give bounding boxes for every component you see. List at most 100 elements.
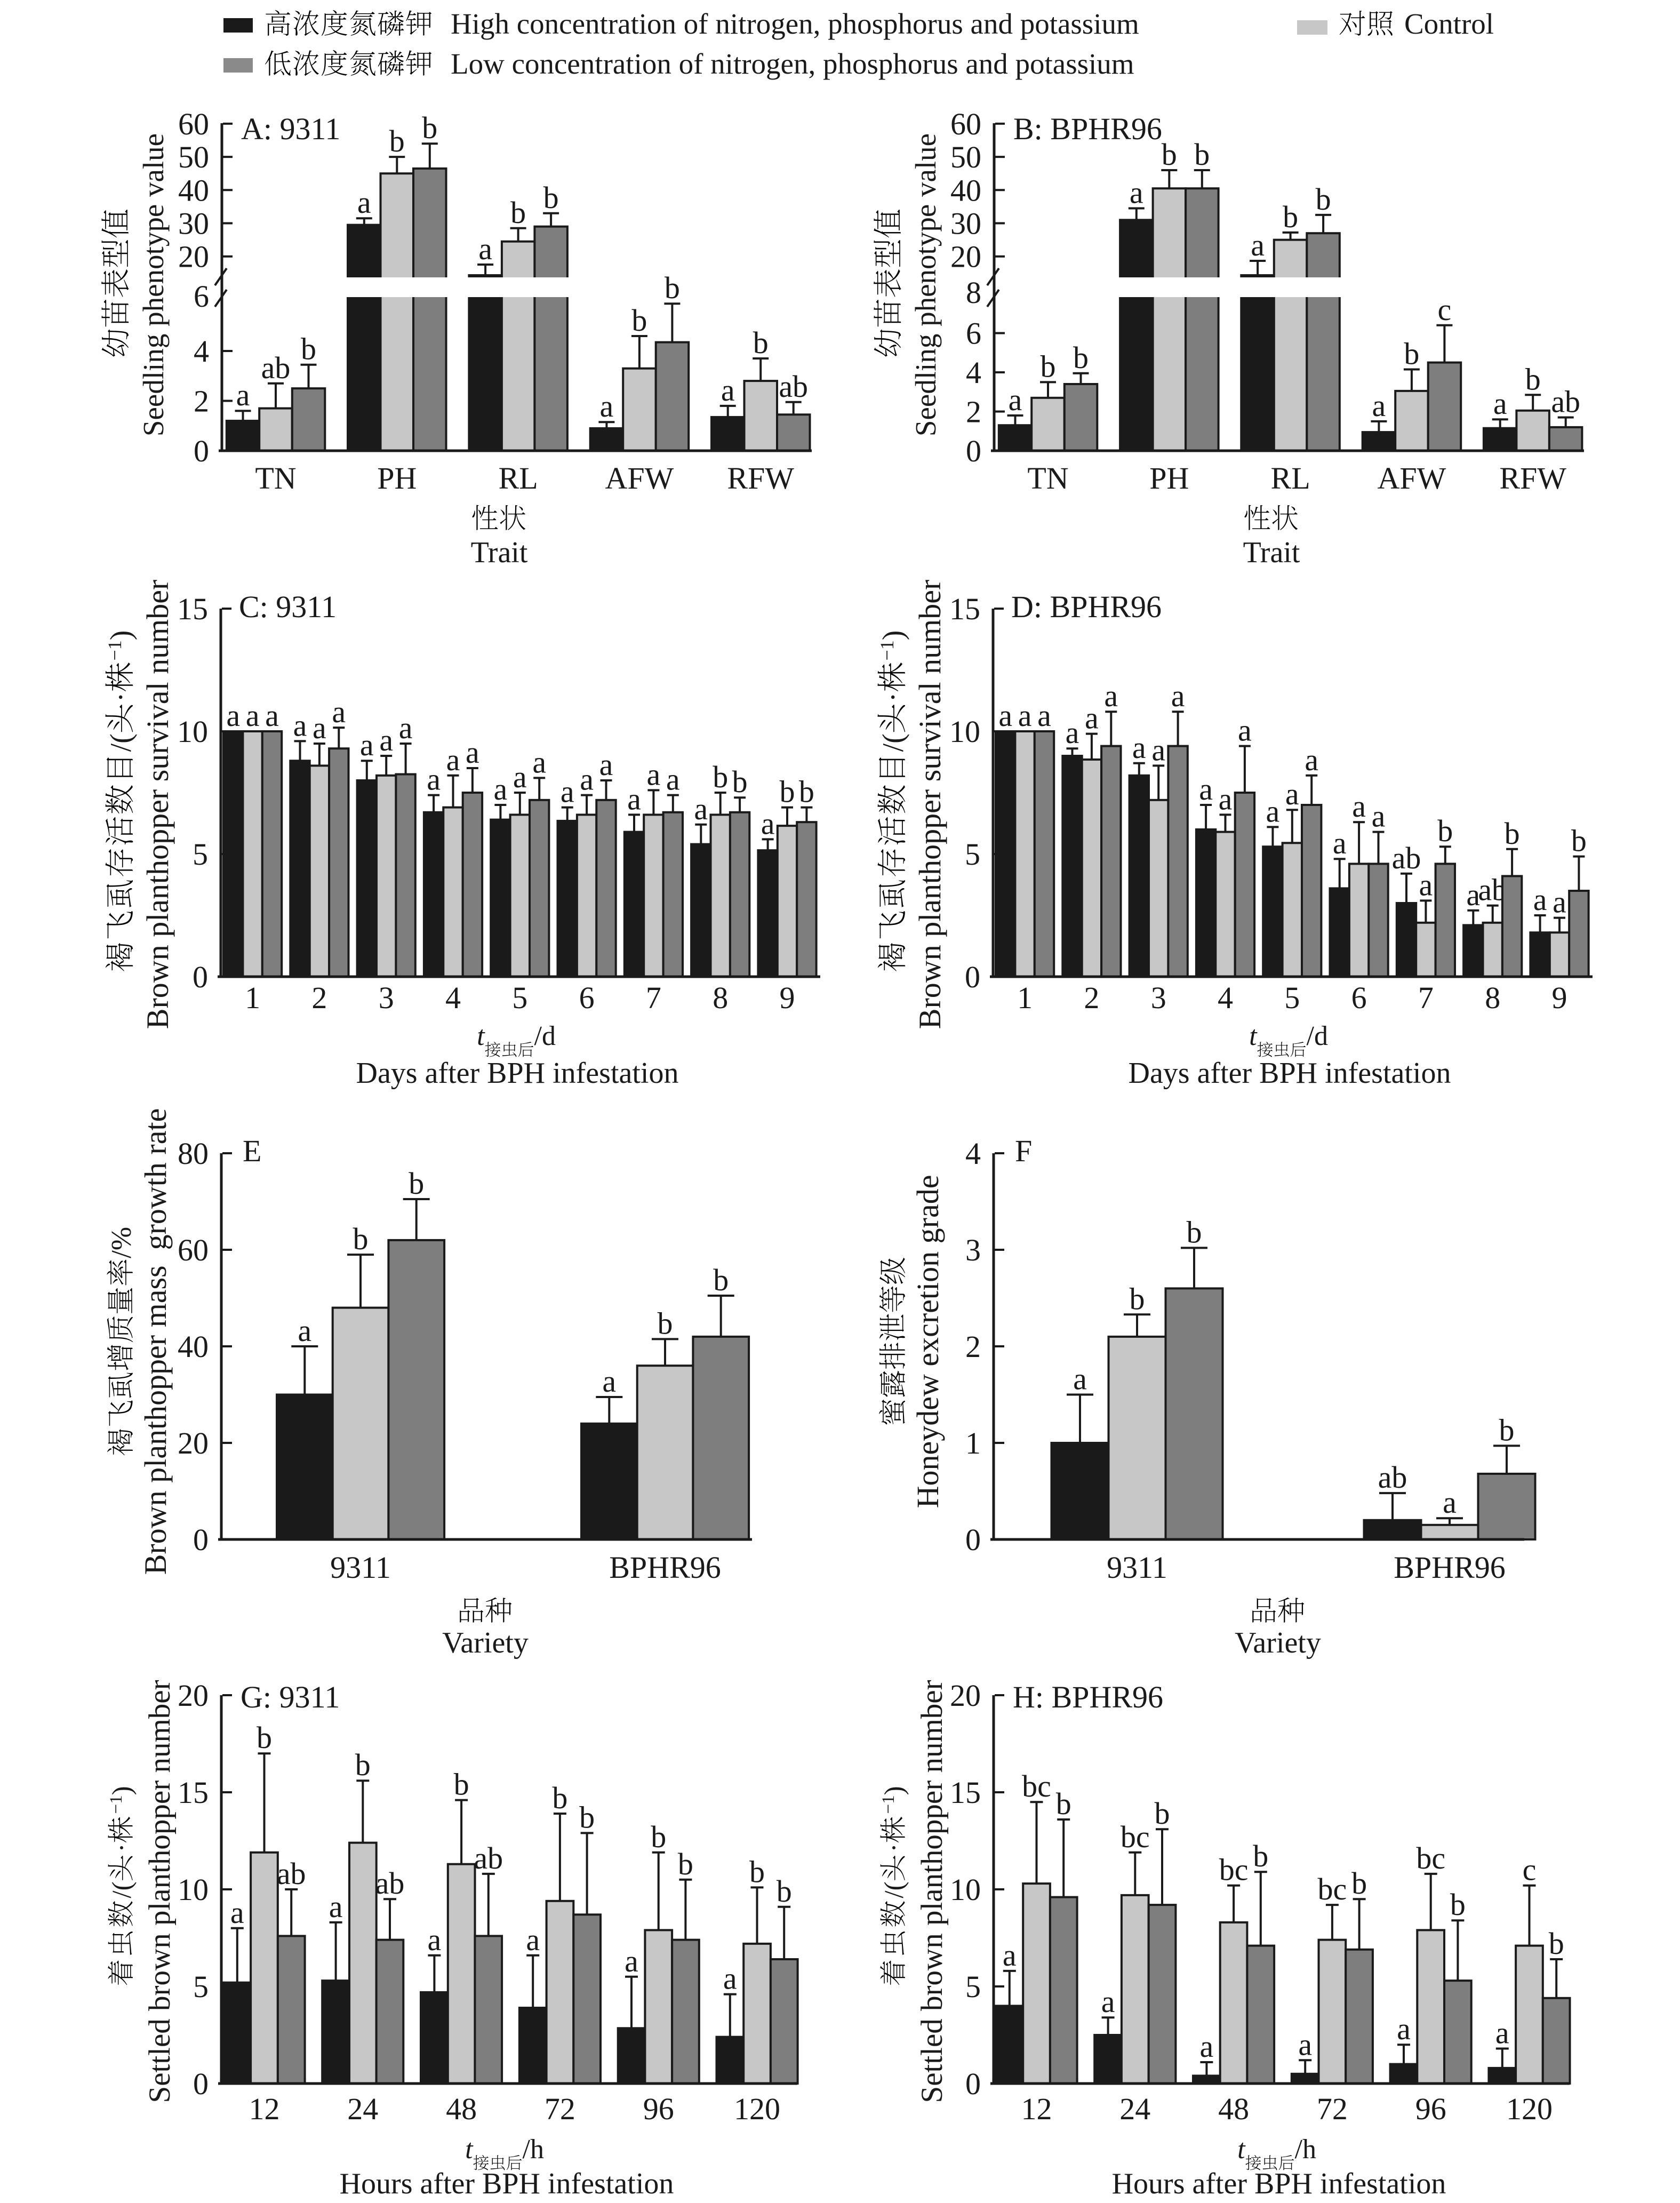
svg-text:b: b	[1073, 340, 1089, 375]
svg-text:b: b	[1437, 813, 1453, 848]
svg-text:ab: ab	[375, 1866, 405, 1901]
svg-text:96: 96	[1415, 2092, 1446, 2126]
svg-text:a: a	[625, 1944, 638, 1978]
svg-text:a: a	[446, 743, 460, 777]
svg-text:a: a	[478, 232, 492, 266]
svg-text:a: a	[513, 760, 527, 794]
svg-text:b: b	[1283, 199, 1298, 234]
svg-text:15: 15	[949, 592, 980, 626]
svg-text:60: 60	[950, 107, 981, 141]
svg-text:a: a	[1151, 732, 1165, 767]
svg-text:AFW: AFW	[605, 461, 674, 496]
svg-text:PH: PH	[1149, 461, 1189, 496]
svg-text:−1: −1	[107, 1795, 126, 1814]
svg-text:a: a	[561, 775, 574, 809]
svg-text:b: b	[665, 270, 680, 305]
svg-text:·: ·	[105, 692, 138, 703]
svg-text:10: 10	[950, 1872, 981, 1907]
svg-text:a: a	[1200, 2029, 1214, 2064]
svg-text:Days after BPH infestation: Days after BPH infestation	[1129, 1057, 1451, 1090]
svg-text:30: 30	[950, 206, 981, 241]
svg-text:): )	[105, 630, 138, 641]
svg-text:Days after BPH infestation: Days after BPH infestation	[356, 1057, 679, 1090]
svg-text:b: b	[1571, 824, 1587, 858]
svg-text:b: b	[732, 764, 748, 799]
svg-text:a: a	[298, 1313, 311, 1348]
svg-text:40: 40	[178, 173, 209, 207]
svg-text:a: a	[1073, 1362, 1087, 1396]
svg-text:PH: PH	[377, 461, 417, 496]
svg-text:b: b	[780, 775, 795, 809]
svg-text:a: a	[293, 708, 307, 743]
svg-text:b: b	[1253, 1839, 1268, 1873]
svg-text:a: a	[1372, 388, 1386, 423]
svg-text:b: b	[713, 1263, 729, 1297]
svg-text:b: b	[422, 110, 437, 145]
svg-text:a: a	[246, 698, 260, 733]
svg-text:b: b	[1549, 1926, 1564, 1961]
svg-text:b: b	[1130, 1281, 1145, 1316]
svg-text:a: a	[357, 185, 371, 220]
svg-text:a: a	[1003, 1938, 1017, 1973]
svg-text:a: a	[526, 1922, 540, 1957]
svg-text:4: 4	[965, 1136, 981, 1171]
svg-text:H: BPHR96: H: BPHR96	[1013, 1680, 1163, 1714]
svg-text:Variety: Variety	[1235, 1626, 1321, 1659]
svg-text:7: 7	[1418, 980, 1434, 1015]
svg-text:0: 0	[193, 2066, 209, 2101]
svg-text:Brown planthopper survival num: Brown planthopper survival number	[913, 580, 947, 1029]
svg-text:Hours after BPH infestation: Hours after BPH infestation	[340, 2167, 674, 2200]
svg-text:b: b	[389, 124, 405, 158]
svg-text:): )	[879, 1786, 909, 1795]
svg-text:a: a	[1037, 698, 1051, 733]
svg-text:a: a	[666, 762, 680, 797]
svg-text:15: 15	[177, 592, 208, 626]
svg-text:3: 3	[965, 1233, 981, 1267]
svg-text:b: b	[257, 1720, 272, 1755]
svg-text:2: 2	[1084, 980, 1099, 1015]
svg-text:−1: −1	[104, 640, 125, 660]
svg-text:bc: bc	[1121, 1819, 1150, 1854]
svg-text:2: 2	[311, 980, 327, 1015]
svg-text:72: 72	[545, 2092, 575, 2126]
svg-text:ab: ab	[1551, 385, 1580, 419]
svg-text:a: a	[236, 378, 250, 412]
svg-text:3: 3	[1151, 980, 1166, 1015]
svg-text:bc: bc	[1219, 1853, 1249, 1887]
svg-text:a: a	[332, 695, 346, 729]
svg-text:Brown planthopper survival num: Brown planthopper survival number	[140, 580, 175, 1029]
svg-text:·: ·	[877, 692, 910, 703]
svg-text:72: 72	[1317, 2092, 1348, 2126]
svg-text:1: 1	[1017, 980, 1033, 1015]
svg-text:a: a	[647, 757, 661, 792]
svg-text:20: 20	[950, 240, 981, 274]
svg-text:a: a	[1493, 386, 1507, 421]
svg-text:a: a	[998, 698, 1012, 733]
svg-text:a: a	[1238, 713, 1252, 748]
svg-text:−1: −1	[876, 640, 898, 660]
svg-text:1: 1	[245, 980, 260, 1015]
svg-text:a: a	[1199, 772, 1213, 807]
svg-text:a: a	[379, 723, 393, 757]
svg-text:b: b	[651, 1819, 666, 1854]
svg-text:a: a	[428, 1922, 442, 1957]
svg-text:b: b	[510, 195, 526, 230]
svg-text:b: b	[1187, 1215, 1202, 1249]
svg-text:8: 8	[1485, 980, 1500, 1015]
svg-text:a: a	[600, 389, 614, 424]
svg-text:B: BPHR96: B: BPHR96	[1013, 111, 1162, 146]
svg-text:0: 0	[194, 434, 209, 468]
svg-text:a: a	[494, 772, 508, 807]
svg-text:a: a	[532, 745, 546, 779]
svg-text:a: a	[1066, 715, 1079, 750]
svg-text:Hours after BPH infestation: Hours after BPH infestation	[1112, 2167, 1446, 2200]
svg-text:80: 80	[178, 1136, 209, 1171]
svg-text:D: BPHR96: D: BPHR96	[1011, 589, 1162, 624]
svg-text:RL: RL	[499, 461, 538, 496]
svg-text:b: b	[631, 303, 647, 338]
svg-text:a: a	[1397, 2012, 1411, 2046]
svg-text:a: a	[1419, 867, 1433, 902]
svg-text:0: 0	[965, 2066, 981, 2101]
svg-text:a: a	[1101, 1984, 1115, 2019]
svg-text:a: a	[427, 762, 441, 797]
